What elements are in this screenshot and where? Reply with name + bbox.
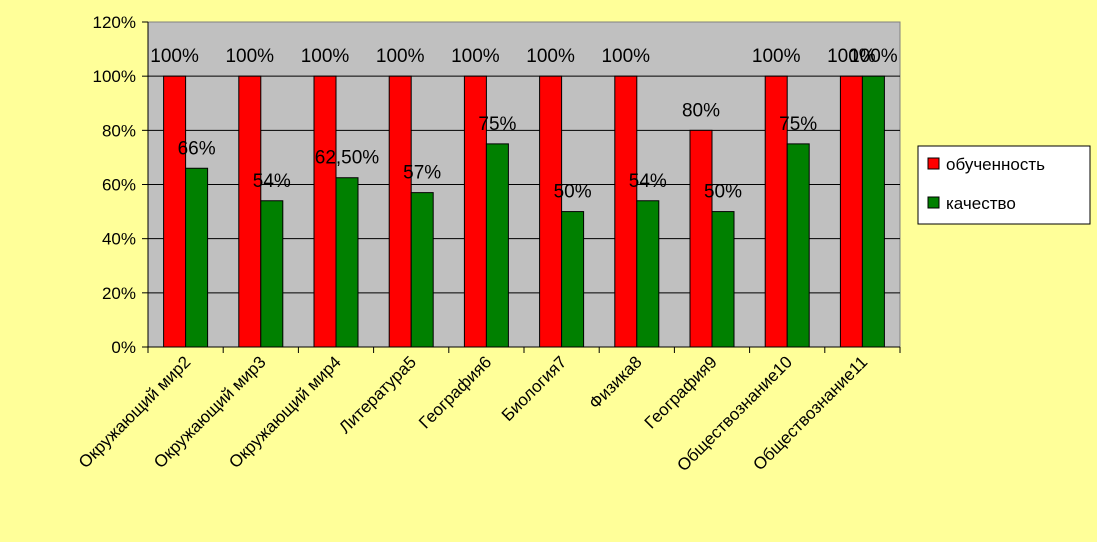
bars [163,75,885,348]
data-label: 62,50% [315,148,380,169]
data-label: 50% [554,182,592,203]
x-category-label: Физика8 [585,352,645,412]
data-label: 66% [178,138,216,159]
legend-swatch-obuchennost [927,157,940,170]
data-label: 100% [150,46,199,67]
data-label: 100% [849,46,898,67]
bar-kachestvo [561,211,585,348]
bar-obuchennost [539,75,563,348]
x-category-label: География9 [641,352,721,432]
y-tick-label: 100% [93,67,136,86]
data-label: 100% [752,46,801,67]
bar-obuchennost [689,129,713,348]
bar-kachestvo [335,177,359,348]
y-tick-label: 120% [93,13,136,32]
y-tick-label: 40% [102,230,136,249]
bar-kachestvo [786,143,810,348]
data-label: 75% [478,114,516,135]
bar-kachestvo [711,211,735,348]
bar-obuchennost [839,75,863,348]
bar-kachestvo [260,200,284,348]
data-label: 80% [682,100,720,121]
bar-kachestvo [636,200,660,348]
bar-obuchennost [313,75,337,348]
data-label: 75% [779,114,817,135]
data-label: 100% [827,46,876,67]
data-label: 54% [629,171,667,192]
legend-box [917,145,1091,225]
data-label: 54% [253,171,291,192]
data-label: 100% [601,46,650,67]
data-label: 100% [451,46,500,67]
data-label: 100% [376,46,425,67]
x-category-label: Биология7 [498,352,571,425]
legend-label-obuchennost: обученность [946,155,1045,174]
y-tick-label: 60% [102,176,136,195]
bar-kachestvo [410,192,434,348]
bar-obuchennost [388,75,412,348]
y-tick-label: 0% [111,338,136,357]
data-label: 50% [704,182,742,203]
data-label: 57% [403,163,441,184]
bar-obuchennost [614,75,638,348]
bar-obuchennost [238,75,262,348]
legend-label-kachestvo: качество [946,194,1016,213]
bar-kachestvo [861,75,885,348]
data-label: 100% [225,46,274,67]
legend-swatch-kachestvo [927,196,940,209]
data-label: 100% [526,46,575,67]
y-tick-label: 20% [102,284,136,303]
data-label: 100% [301,46,350,67]
x-category-label: Литература5 [335,352,420,437]
bar-kachestvo [485,143,509,348]
bar-obuchennost [163,75,187,348]
bar-kachestvo [185,167,209,348]
y-tick-label: 80% [102,121,136,140]
data-labels: 100% 100% 100% 100% 100% 100% 100%80%100% 100%6… [150,46,898,202]
x-category-label: География6 [415,352,495,432]
